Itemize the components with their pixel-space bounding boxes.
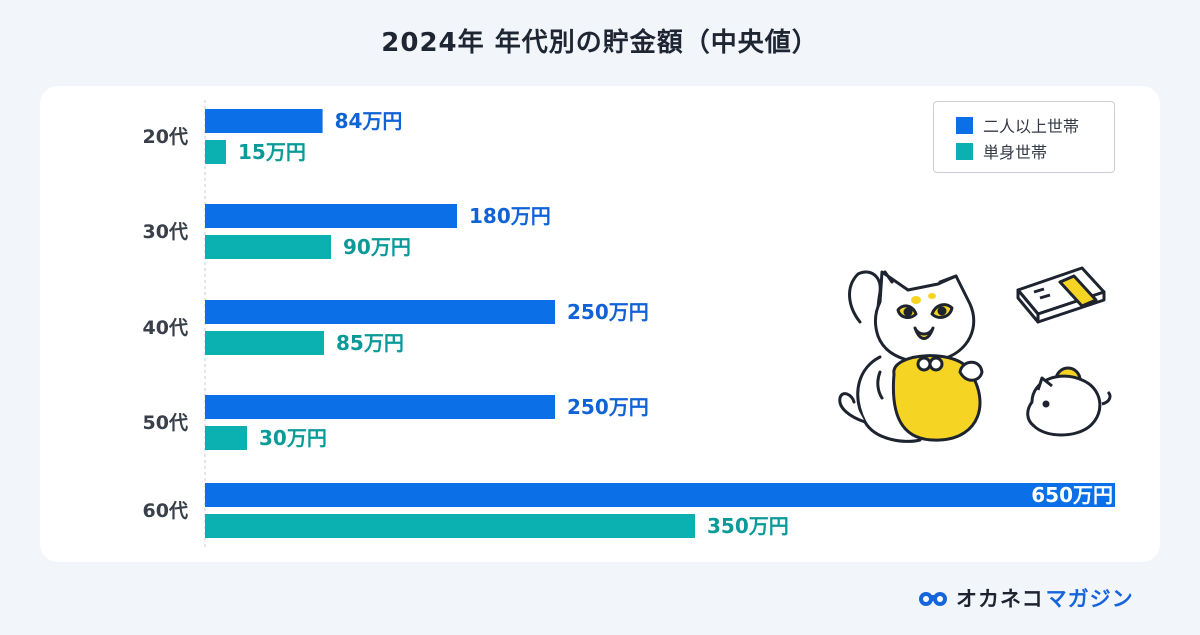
chart-title: 2024年 年代別の貯金額（中央値） xyxy=(381,28,819,58)
category-label: 30代 xyxy=(143,221,188,243)
illustration xyxy=(838,266,1112,443)
data-label: 180万円 xyxy=(469,204,551,228)
piggy-bank-icon xyxy=(1026,366,1112,437)
data-label: 30万円 xyxy=(259,426,327,450)
category-label: 60代 xyxy=(143,500,188,522)
brand-name: オカネコ xyxy=(956,587,1044,611)
data-label: 84万円 xyxy=(335,109,403,133)
brand-subname: マガジン xyxy=(1045,587,1134,611)
bar-couple xyxy=(205,300,555,324)
legend-item-single: 単身世帯 xyxy=(956,138,1114,164)
data-label: 350万円 xyxy=(707,514,789,538)
brand-logo[interactable]: オカネコ マガジン xyxy=(918,584,1134,612)
legend-label-single: 単身世帯 xyxy=(983,143,1048,162)
bar-single xyxy=(205,426,247,450)
category-label: 50代 xyxy=(143,412,188,434)
category-label: 40代 xyxy=(143,317,188,339)
data-label: 85万円 xyxy=(336,331,404,355)
bar-single xyxy=(205,235,331,259)
legend-swatch-single xyxy=(956,142,973,160)
legend-swatch-couple xyxy=(956,116,973,134)
data-label: 15万円 xyxy=(238,140,306,164)
money-bundle-icon xyxy=(1016,266,1106,324)
bar-single xyxy=(205,140,226,164)
binoculars-icon xyxy=(919,592,947,606)
bar-single xyxy=(205,514,695,538)
legend-label-couple: 二人以上世帯 xyxy=(983,117,1080,136)
lucky-cat-illustration xyxy=(838,270,984,443)
legend: 二人以上世帯 単身世帯 xyxy=(933,101,1115,173)
data-label: 650万円 xyxy=(1031,483,1113,507)
bar-single xyxy=(205,331,324,355)
data-label: 90万円 xyxy=(343,235,411,259)
legend-item-couple: 二人以上世帯 xyxy=(956,112,1114,138)
bar-couple xyxy=(205,109,323,133)
bar-couple xyxy=(205,395,555,419)
bar-couple xyxy=(205,204,457,228)
data-label: 250万円 xyxy=(567,300,649,324)
bar-couple xyxy=(205,483,1115,507)
category-label: 20代 xyxy=(143,126,188,148)
data-label: 250万円 xyxy=(567,395,649,419)
